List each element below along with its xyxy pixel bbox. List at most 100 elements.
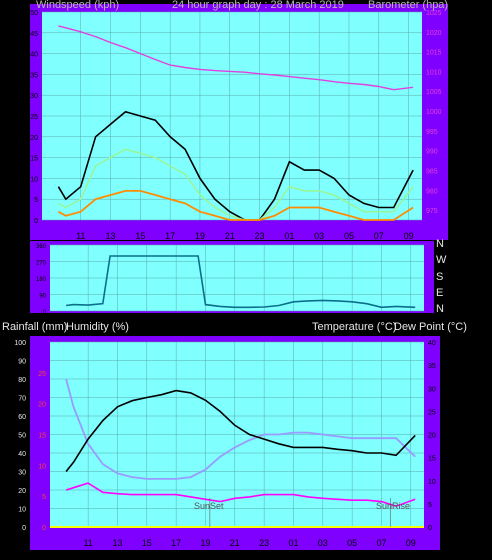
wind-x-tick-label: 09 <box>404 231 414 241</box>
barometer-tick-label: 990 <box>426 149 438 156</box>
humidity-tick-label: 0 <box>22 525 26 532</box>
humidity-tick-label: 60 <box>18 414 26 421</box>
wind-tick-label: 20 <box>30 135 38 142</box>
series-gust-line <box>57 110 414 221</box>
wind-tick-label: 35 <box>30 72 38 79</box>
compass-label-w: W <box>436 254 447 266</box>
barometer-tick-label: 1000 <box>426 109 442 116</box>
series-minimum-line <box>57 189 414 221</box>
wind-tick-label: 40 <box>30 52 38 59</box>
direction-tick-label: 0 <box>43 310 47 316</box>
temperature-tick-label: 35 <box>428 363 436 370</box>
temperature-tick-label: 5 <box>428 502 432 509</box>
rain-tick-label: 10 <box>38 463 46 470</box>
direction-tick-label: 360 <box>36 244 47 250</box>
temperature-axis-title: Temperature (°C) <box>312 321 397 333</box>
series-barometer-line <box>58 25 414 91</box>
barometer-tick-label: 975 <box>426 208 438 215</box>
temp-x-tick-label: 03 <box>318 538 328 548</box>
humidity-tick-label: 10 <box>18 507 26 514</box>
humidity-tick-label: 50 <box>18 433 26 440</box>
rain-tick-label: 25 <box>38 371 46 378</box>
wind-x-tick-label: 03 <box>314 231 324 241</box>
humidity-tick-label: 30 <box>18 470 26 477</box>
temp-x-tick-label: 21 <box>230 538 240 548</box>
humidity-tick-label: 20 <box>18 488 26 495</box>
humidity-tick-label: 90 <box>18 359 26 366</box>
wind-x-tick-label: 23 <box>255 231 265 241</box>
temp-x-tick-label: 07 <box>376 538 386 548</box>
direction-tick-label: 180 <box>36 277 47 283</box>
wind-x-tick-label: 19 <box>195 231 205 241</box>
barometer-tick-label: 1015 <box>426 50 442 57</box>
wind-tick-label: 15 <box>30 156 38 163</box>
series-temperature-line <box>65 389 416 473</box>
compass-label-s: S <box>436 271 444 283</box>
temperature-tick-label: 30 <box>428 386 436 393</box>
temperature-tick-label: 10 <box>428 479 436 486</box>
wind-x-tick-label: 07 <box>374 231 384 241</box>
compass-label-n-top: N <box>436 238 444 250</box>
direction-tick-label: 270 <box>36 261 47 267</box>
windspeed-axis-title: Windspeed (kph) <box>36 0 120 11</box>
barometer-tick-label: 985 <box>426 168 438 175</box>
wind-x-tick-label: 01 <box>284 231 294 241</box>
series-average-line <box>58 148 414 221</box>
wind-tick-label: 30 <box>30 93 38 100</box>
wind-tick-label: 5 <box>34 197 38 204</box>
wind-tick-label: 25 <box>30 114 38 121</box>
rain-tick-label: 0 <box>42 525 46 532</box>
wind-tick-label: 10 <box>30 176 38 183</box>
series-humidity-line <box>65 378 416 480</box>
barometer-tick-label: 1020 <box>426 30 442 37</box>
rainfall-axis-title: Rainfall (mm) <box>2 321 68 333</box>
dewpoint-axis-title: Dew Point (°C) <box>394 321 467 333</box>
temp-x-tick-label: 15 <box>142 538 152 548</box>
wind-tick-label: 45 <box>30 31 38 38</box>
temp-x-tick-label: 19 <box>200 538 210 548</box>
humidity-tick-label: 100 <box>14 340 26 347</box>
rain-tick-label: 15 <box>38 433 46 440</box>
temp-x-tick-label: 05 <box>347 538 357 548</box>
temp-x-tick-label: 11 <box>83 538 92 548</box>
temp-x-tick-label: 17 <box>171 538 181 548</box>
temperature-tick-label: 40 <box>428 340 436 347</box>
temp-x-tick-label: 09 <box>406 538 416 548</box>
wind-x-tick-label: 15 <box>135 231 145 241</box>
temperature-tick-label: 0 <box>428 525 432 532</box>
series-direction-line <box>66 255 416 309</box>
barometer-tick-label: 1010 <box>426 69 442 76</box>
humidity-tick-label: 40 <box>18 451 26 458</box>
wind-tick-label: 50 <box>30 10 38 17</box>
compass-label-e: E <box>436 287 444 299</box>
compass-label-n-bottom: N <box>436 303 444 315</box>
sunrise-annotation: SunRise <box>376 501 411 511</box>
temperature-tick-label: 20 <box>428 433 436 440</box>
wind-tick-label: 0 <box>34 218 38 225</box>
temperature-tick-label: 25 <box>428 409 436 416</box>
temp-x-tick-label: 23 <box>259 538 269 548</box>
humidity-axis-title: Humidity (%) <box>66 321 129 333</box>
humidity-tick-label: 80 <box>18 377 26 384</box>
rain-tick-label: 20 <box>38 402 46 409</box>
temp-x-tick-label: 01 <box>288 538 298 548</box>
humidity-tick-label: 70 <box>18 396 26 403</box>
barometer-tick-label: 995 <box>426 129 438 136</box>
wind-x-tick-label: 17 <box>165 231 175 241</box>
temperature-tick-label: 15 <box>428 456 436 463</box>
rain-tick-label: 5 <box>42 494 46 501</box>
wind-x-tick-label: 11 <box>76 231 85 241</box>
chart-title: 24 hour graph day : 28 March 2019 <box>172 0 344 11</box>
wind-x-tick-label: 13 <box>106 231 116 241</box>
barometer-axis-title: Barometer (hpa) <box>368 0 449 11</box>
temp-x-tick-label: 13 <box>112 538 122 548</box>
barometer-tick-label: 980 <box>426 188 438 195</box>
sunset-annotation: SunSet <box>194 501 224 511</box>
barometer-tick-label: 1005 <box>426 89 442 96</box>
direction-tick-label: 90 <box>39 294 46 300</box>
series-dew-point-line <box>65 482 416 508</box>
barometer-tick-label: 1025 <box>426 10 442 17</box>
wind-x-tick-label: 21 <box>225 231 235 241</box>
